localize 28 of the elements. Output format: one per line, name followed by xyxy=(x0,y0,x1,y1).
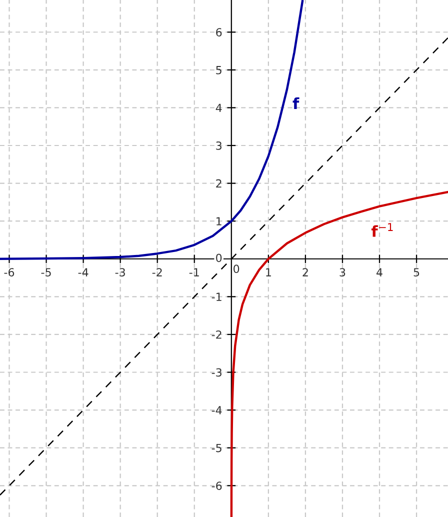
y-tick-label: 3 xyxy=(216,141,222,150)
y-tick-label: 0 xyxy=(216,254,222,262)
y-tick-label: 5 xyxy=(216,66,222,74)
x-tick-label: 1 xyxy=(266,268,271,276)
x-tick-label: -4 xyxy=(78,268,88,276)
x-tick-label: 0 xyxy=(234,264,240,274)
series-label: f$^{−1}$ xyxy=(371,223,393,237)
y-tick-label: 2 xyxy=(216,179,222,188)
y-tick-label: 6 xyxy=(216,28,222,37)
x-tick-label: -5 xyxy=(41,268,51,277)
x-tick-label: 5 xyxy=(414,268,420,277)
y-tick-label: 1 xyxy=(216,217,222,226)
y-tick-label: -5 xyxy=(212,444,222,452)
x-tick-label: 3 xyxy=(340,268,346,277)
x-tick-label: -2 xyxy=(152,268,162,276)
series-label: f xyxy=(292,97,300,110)
y-tick-label: -6 xyxy=(212,482,222,490)
x-tick-label: 4 xyxy=(376,268,382,276)
y-tick-label: -1 xyxy=(212,292,222,301)
y-tick-label: -3 xyxy=(212,368,222,377)
y-tick-label: -4 xyxy=(212,406,222,414)
x-tick-label: -1 xyxy=(189,268,199,276)
x-tick-label: -3 xyxy=(115,268,125,277)
x-tick-label: -6 xyxy=(4,268,14,277)
y-tick-label: 4 xyxy=(216,104,222,112)
x-tick-label: 2 xyxy=(302,268,308,276)
y-tick-label: -2 xyxy=(212,330,222,339)
line-series xyxy=(230,190,448,517)
